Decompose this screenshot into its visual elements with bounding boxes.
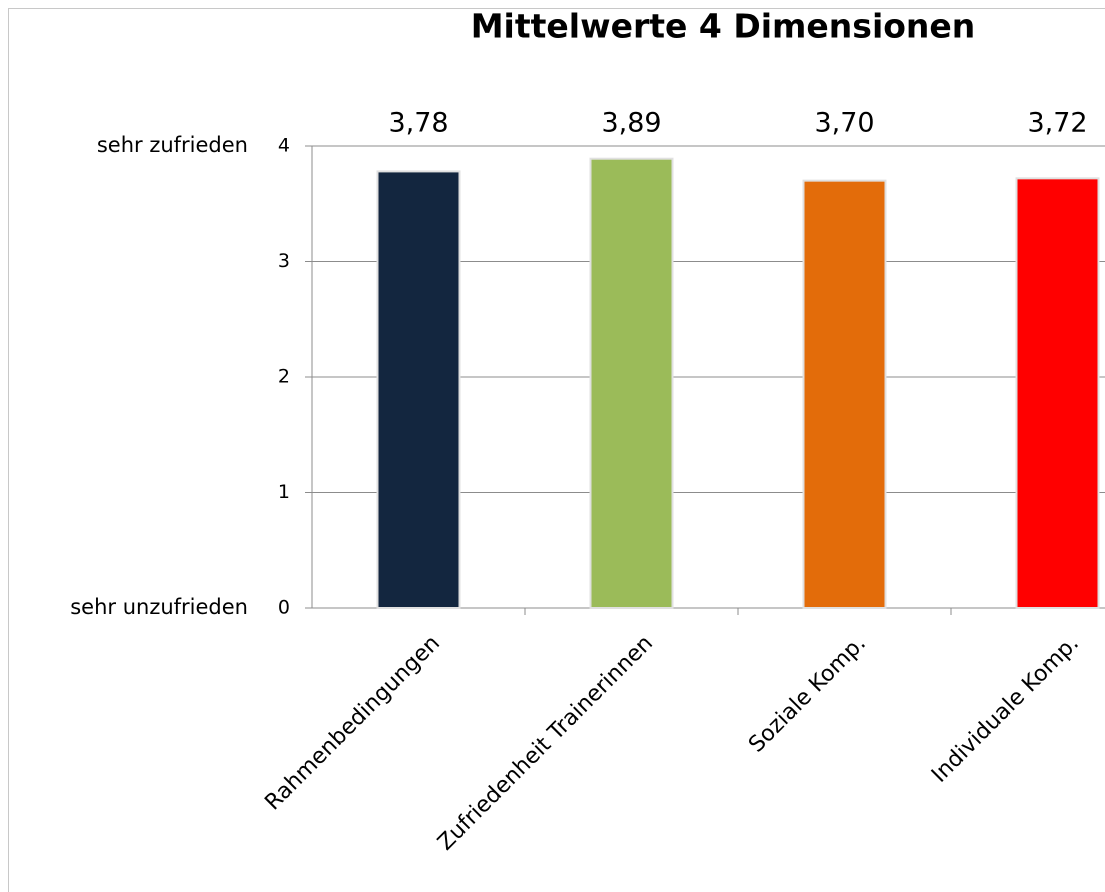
annotation: sehr unzufrieden (70, 595, 248, 619)
x-tick-label: Zufriedenheit Trainerinnen (433, 631, 658, 856)
x-tick-label: Rahmenbedingungen (260, 631, 445, 816)
value-label: 3,70 (814, 108, 874, 139)
x-tick-label: Soziale Komp. (744, 631, 871, 758)
y-tick-label: 0 (278, 597, 290, 619)
bar (376, 170, 461, 609)
chart-border (8, 8, 1105, 892)
bar (802, 179, 887, 609)
y-tick-label: 3 (278, 250, 290, 272)
x-tick-label: Individuale Komp. (927, 631, 1084, 788)
bar (1015, 177, 1100, 609)
value-label: 3,78 (388, 108, 448, 139)
chart-title: Mittelwerte 4 Dimensionen (471, 7, 976, 46)
bar (589, 157, 674, 610)
annotation: sehr zufrieden (97, 133, 248, 157)
value-label: 3,72 (1027, 108, 1087, 139)
value-label: 3,89 (601, 108, 661, 139)
y-tick-label: 1 (278, 481, 290, 503)
y-tick-label: 2 (278, 366, 290, 388)
y-tick-label: 4 (278, 135, 290, 157)
